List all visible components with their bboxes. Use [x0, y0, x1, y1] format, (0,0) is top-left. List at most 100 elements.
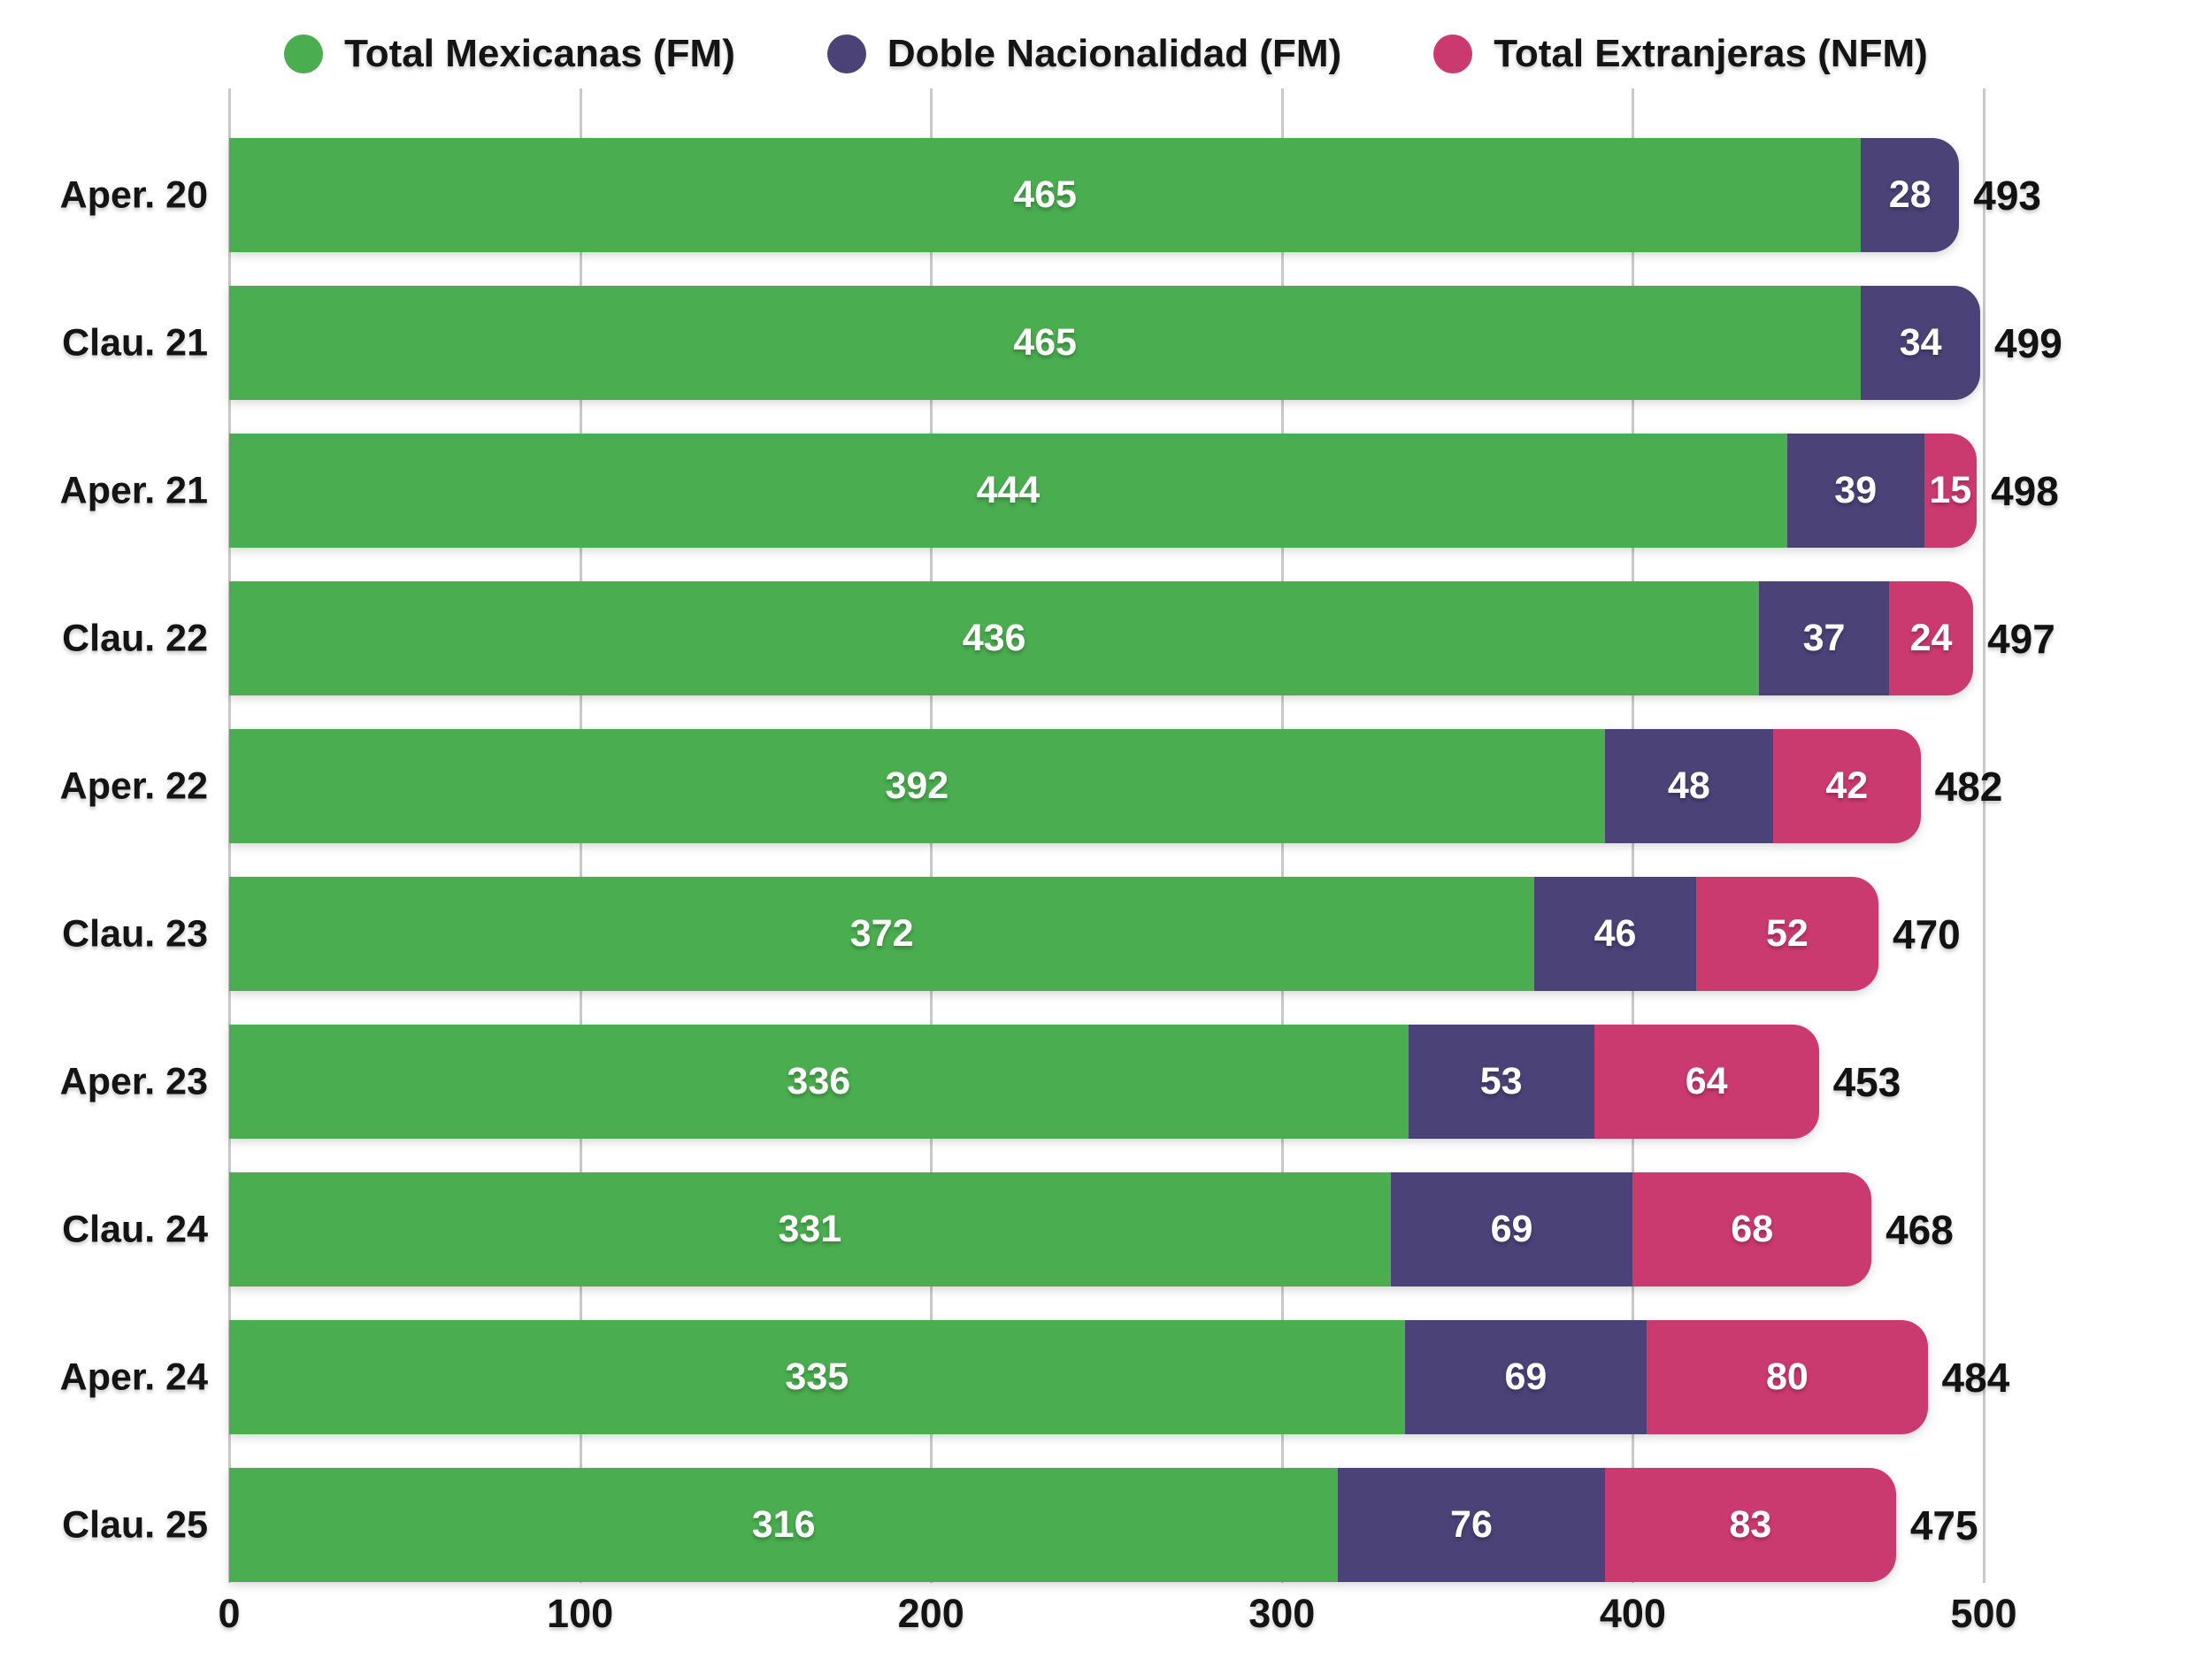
stacked-bar: 392 48 42 [229, 729, 1921, 843]
x-tick-label: 500 [1950, 1591, 2017, 1636]
category-label: Aper. 21 [59, 469, 208, 511]
total-label: 470 [1893, 910, 1961, 957]
segment-value-label: 76 [1450, 1503, 1493, 1546]
segment-value-label: 465 [1013, 173, 1077, 216]
segment-value-label: 53 [1479, 1060, 1523, 1102]
bar-segment-2: 52 [1695, 877, 1878, 991]
category-label: Aper. 22 [59, 764, 208, 807]
segment-value-label: 316 [751, 1503, 816, 1546]
segment-value-label: 64 [1685, 1060, 1728, 1102]
bar-row: Clau. 25 316 76 83 475 [62, 1468, 1984, 1582]
segment-value-label: 392 [885, 764, 949, 807]
x-tick-label: 100 [547, 1591, 614, 1636]
stacked-bar: 336 53 64 [229, 1025, 1819, 1139]
segment-value-label: 37 [1802, 617, 1846, 659]
segment-value-label: 24 [1909, 617, 1953, 659]
total-label: 484 [1941, 1354, 2010, 1401]
legend: Total Mexicanas (FM) Doble Nacionalidad (… [0, 32, 2212, 76]
bar-row: Aper. 20 465 28 493 [60, 138, 2041, 252]
bar-segment-1: 34 [1861, 286, 1981, 400]
total-label: 468 [1886, 1206, 1954, 1253]
segment-value-label: 436 [962, 617, 1026, 659]
category-label: Clau. 24 [62, 1208, 208, 1250]
x-tick-label: 400 [1599, 1591, 1666, 1636]
bar-rows: Aper. 20 465 28 493 Clau. 21 465 34 499 Aper. 21… [60, 138, 2062, 1582]
segment-value-label: 42 [1825, 764, 1869, 807]
bar-segment-1: 53 [1408, 1025, 1594, 1139]
stacked-bar: 465 34 [229, 286, 1981, 400]
stacked-bar: 436 37 24 [229, 581, 1974, 695]
category-label: Clau. 23 [62, 912, 208, 955]
bar-segment-1: 39 [1786, 434, 1924, 548]
segment-value-label: 444 [976, 469, 1041, 511]
segment-value-label: 465 [1013, 321, 1077, 364]
gridline [1983, 88, 1985, 1583]
bar-segment-1: 69 [1390, 1172, 1633, 1286]
segment-value-label: 69 [1490, 1208, 1533, 1250]
category-label: Clau. 21 [62, 321, 208, 364]
segment-value-label: 15 [1929, 469, 1972, 511]
x-tick-label: 300 [1248, 1591, 1316, 1636]
segment-value-label: 80 [1765, 1356, 1809, 1398]
segment-value-label: 336 [787, 1060, 851, 1102]
bar-segment-2: 68 [1632, 1172, 1872, 1286]
segment-value-label: 52 [1765, 912, 1809, 955]
bar-segment-2: 80 [1647, 1320, 1928, 1434]
total-label: 497 [1987, 615, 2055, 662]
bar-segment-2: 42 [1773, 729, 1921, 843]
bar-row: Aper. 21 444 39 15 498 [60, 434, 2059, 548]
segment-value-label: 48 [1667, 764, 1710, 807]
legend-item-label: Total Mexicanas (FM) [344, 32, 735, 75]
bar-segment-0: 331 [229, 1172, 1391, 1286]
bar-segment-2: 64 [1594, 1025, 1819, 1139]
legend-dot-icon [826, 35, 866, 73]
segment-value-label: 335 [785, 1356, 849, 1398]
bar-segment-1: 69 [1404, 1320, 1647, 1434]
total-label: 499 [1994, 319, 2062, 366]
bar-segment-1: 28 [1861, 138, 1960, 252]
stacked-bar: 331 69 68 [229, 1172, 1872, 1286]
stacked-bar: 372 46 52 [229, 877, 1878, 991]
bar-segment-1: 48 [1604, 729, 1774, 843]
category-label: Aper. 20 [59, 173, 208, 216]
stacked-bar: 335 69 80 [229, 1320, 1928, 1434]
bar-segment-0: 465 [229, 286, 1862, 400]
stacked-bar: 444 39 15 [229, 434, 1978, 548]
segment-value-label: 34 [1899, 321, 1942, 364]
legend-item: Total Mexicanas (FM) [284, 32, 735, 76]
total-label: 475 [1909, 1502, 1978, 1548]
stacked-bar: 465 28 [229, 138, 1960, 252]
segment-value-label: 28 [1888, 173, 1932, 216]
legend-item: Doble Nacionalidad (FM) [826, 32, 1342, 76]
bar-segment-1: 37 [1759, 581, 1889, 695]
legend-dot-icon [284, 35, 324, 73]
segment-value-label: 39 [1834, 469, 1878, 511]
bar-segment-0: 372 [229, 877, 1535, 991]
bar-row: Aper. 23 336 53 64 453 [60, 1025, 1984, 1139]
legend-item: Total Extranjeras (NFM) [1433, 32, 1928, 76]
bar-segment-2: 83 [1604, 1468, 1896, 1582]
segment-value-label: 83 [1729, 1503, 1772, 1546]
bar-segment-0: 336 [229, 1025, 1409, 1139]
total-label: 498 [1991, 467, 2059, 514]
bar-row: Clau. 21 465 34 499 [62, 286, 2062, 400]
legend-dot-icon [1433, 35, 1473, 73]
category-label: Aper. 23 [59, 1060, 208, 1102]
category-label: Aper. 24 [59, 1356, 208, 1398]
bar-segment-0: 316 [229, 1468, 1339, 1582]
segment-value-label: 372 [849, 912, 914, 955]
bar-segment-0: 444 [229, 434, 1787, 548]
segment-value-label: 68 [1731, 1208, 1774, 1250]
x-axis: 0 100 200 300 400 500 [218, 1591, 2016, 1653]
legend-item-label: Doble Nacionalidad (FM) [887, 32, 1342, 75]
bar-segment-2: 24 [1888, 581, 1974, 695]
segment-value-label: 69 [1504, 1356, 1548, 1398]
bar-row: Aper. 24 335 69 80 484 [60, 1320, 2009, 1434]
plot-area: Aper. 20 465 28 493 Clau. 21 465 34 499 Aper. 21… [60, 88, 2062, 1583]
bar-row: Clau. 24 331 69 68 468 [62, 1172, 1984, 1286]
bar-row: Clau. 22 436 37 24 497 [62, 581, 2055, 695]
bar-row: Clau. 23 372 46 52 470 [62, 877, 1984, 991]
bar-segment-1: 46 [1534, 877, 1696, 991]
total-label: 493 [1973, 172, 2041, 219]
